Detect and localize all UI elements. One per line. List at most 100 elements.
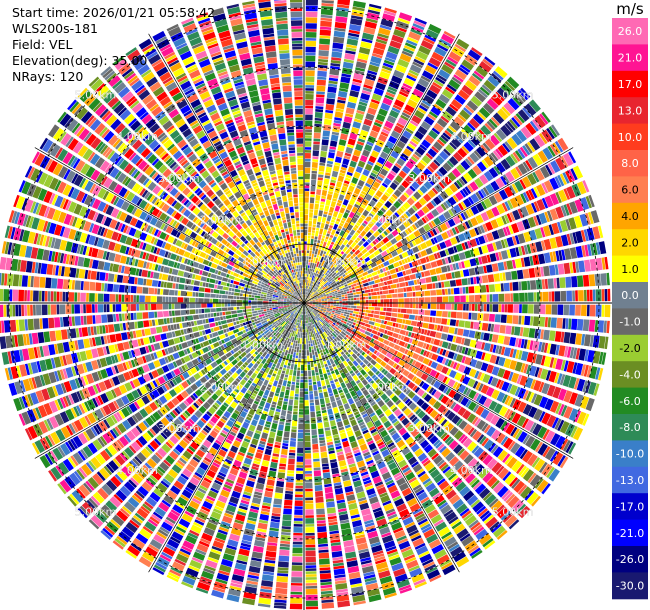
- velocity-gate: [313, 132, 321, 139]
- velocity-gate: [427, 62, 439, 70]
- velocity-gate: [375, 82, 386, 91]
- velocity-gate: [188, 153, 198, 163]
- velocity-gate: [312, 224, 316, 228]
- velocity-gate: [382, 13, 396, 22]
- velocity-gate: [437, 194, 444, 202]
- velocity-gate: [115, 313, 120, 322]
- velocity-gate: [324, 275, 328, 279]
- velocity-gate: [397, 17, 410, 25]
- velocity-gate: [435, 155, 445, 165]
- velocity-gate: [253, 324, 257, 328]
- velocity-gate: [202, 96, 212, 103]
- velocity-gate: [563, 204, 570, 216]
- velocity-gate: [307, 265, 310, 268]
- velocity-gate: [461, 128, 470, 138]
- velocity-gate: [305, 291, 307, 298]
- velocity-gate: [377, 76, 389, 85]
- velocity-gate: [294, 105, 303, 109]
- velocity-gate: [221, 324, 229, 329]
- velocity-gate: [401, 165, 411, 174]
- velocity-gate: [184, 112, 194, 120]
- velocity-gate: [438, 93, 450, 104]
- velocity-gate: [284, 250, 288, 254]
- velocity-gate: [213, 303, 216, 308]
- velocity-gate: [379, 268, 384, 273]
- velocity-gate: [342, 298, 348, 301]
- velocity-gate: [129, 100, 140, 109]
- velocity-gate: [300, 262, 302, 265]
- velocity-gate: [400, 205, 407, 212]
- velocity-gate: [231, 218, 239, 226]
- velocity-gate: [280, 67, 291, 74]
- velocity-gate: [134, 124, 143, 133]
- velocity-gate: [280, 248, 285, 255]
- velocity-gate: [316, 227, 320, 231]
- velocity-gate: [538, 133, 548, 145]
- velocity-gate: [606, 272, 610, 286]
- velocity-gate: [424, 34, 437, 42]
- velocity-gate: [328, 285, 332, 289]
- velocity-gate: [346, 216, 352, 224]
- velocity-gate: [408, 158, 417, 165]
- velocity-gate: [153, 342, 161, 351]
- velocity-gate: [316, 267, 320, 271]
- velocity-gate: [309, 281, 313, 287]
- velocity-gate: [418, 297, 425, 303]
- velocity-gate: [323, 281, 329, 287]
- velocity-gate: [320, 293, 326, 297]
- velocity-gate: [182, 161, 190, 169]
- velocity-gate: [151, 106, 163, 117]
- velocity-gate: [248, 300, 251, 303]
- velocity-gate: [241, 230, 248, 237]
- velocity-gate: [290, 2, 303, 9]
- velocity-gate: [202, 270, 209, 277]
- velocity-gate: [321, 273, 325, 277]
- velocity-gate: [495, 162, 506, 174]
- velocity-gate: [520, 257, 525, 268]
- velocity-gate: [445, 59, 457, 67]
- velocity-gate: [454, 69, 468, 81]
- velocity-gate: [9, 319, 17, 332]
- velocity-gate: [321, 247, 325, 251]
- velocity-gate: [320, 284, 324, 288]
- velocity-gate: [415, 50, 429, 61]
- velocity-gate: [86, 315, 93, 325]
- velocity-gate: [390, 222, 398, 231]
- velocity-gate: [279, 258, 284, 265]
- velocity-gate: [327, 281, 333, 286]
- velocity-gate: [395, 267, 399, 273]
- velocity-gate: [335, 240, 339, 244]
- velocity-gate: [206, 277, 210, 283]
- velocity-gate: [230, 303, 237, 307]
- velocity-gate: [380, 168, 389, 177]
- velocity-gate: [291, 173, 297, 180]
- velocity-gate: [352, 279, 359, 284]
- velocity-gate: [380, 299, 384, 303]
- velocity-gate: [331, 170, 339, 178]
- velocity-gate: [300, 229, 304, 233]
- velocity-gate: [226, 318, 233, 323]
- velocity-gate: [390, 150, 400, 159]
- velocity-gate: [315, 109, 324, 113]
- velocity-gate: [353, 72, 364, 81]
- velocity-gate: [287, 132, 295, 136]
- velocity-gate: [409, 274, 416, 280]
- velocity-gate: [506, 213, 513, 223]
- velocity-gate: [349, 24, 362, 32]
- velocity-gate: [285, 177, 291, 181]
- velocity-gate: [489, 134, 500, 146]
- velocity-gate: [321, 266, 325, 270]
- velocity-gate: [148, 139, 159, 150]
- velocity-gate: [328, 271, 332, 275]
- velocity-gate: [101, 314, 108, 323]
- velocity-gate: [607, 288, 611, 302]
- velocity-gate: [142, 312, 149, 319]
- velocity-gate: [12, 304, 16, 317]
- velocity-gate: [430, 261, 438, 268]
- velocity-gate: [334, 205, 341, 212]
- velocity-gate: [489, 294, 493, 302]
- velocity-gate: [321, 300, 325, 301]
- velocity-gate: [298, 296, 300, 299]
- velocity-gate: [414, 213, 421, 220]
- velocity-gate: [369, 3, 382, 10]
